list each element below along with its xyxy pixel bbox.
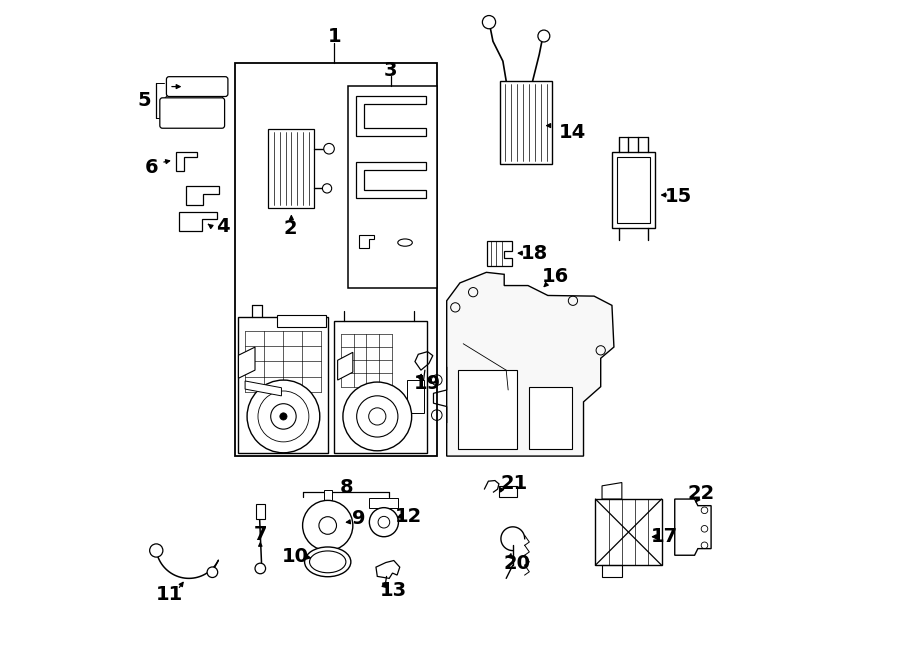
- Circle shape: [324, 143, 334, 154]
- Text: 18: 18: [520, 244, 547, 262]
- FancyBboxPatch shape: [166, 77, 228, 97]
- Text: 20: 20: [503, 554, 530, 572]
- Text: 2: 2: [284, 219, 297, 237]
- Text: 8: 8: [339, 478, 353, 496]
- Text: 1: 1: [328, 27, 341, 46]
- Bar: [500, 81, 553, 164]
- Polygon shape: [675, 499, 711, 555]
- Bar: [334, 321, 427, 453]
- Bar: [347, 86, 436, 288]
- Bar: [458, 370, 518, 449]
- Polygon shape: [446, 272, 614, 456]
- Circle shape: [271, 404, 296, 429]
- Ellipse shape: [304, 547, 351, 576]
- Text: 22: 22: [688, 484, 715, 502]
- Circle shape: [322, 184, 332, 193]
- Circle shape: [538, 30, 550, 42]
- Text: 7: 7: [254, 525, 267, 543]
- Polygon shape: [245, 381, 282, 396]
- Bar: [499, 486, 517, 497]
- Text: 21: 21: [500, 475, 527, 493]
- Bar: [617, 157, 650, 223]
- Circle shape: [319, 517, 337, 534]
- Text: 15: 15: [664, 187, 692, 206]
- Circle shape: [302, 500, 353, 551]
- Text: 12: 12: [395, 508, 422, 526]
- Circle shape: [207, 567, 218, 578]
- Bar: [369, 498, 399, 508]
- Circle shape: [248, 380, 320, 453]
- FancyBboxPatch shape: [160, 98, 225, 128]
- Bar: [268, 129, 314, 208]
- Bar: [235, 63, 436, 456]
- Bar: [596, 499, 662, 565]
- Circle shape: [343, 382, 411, 451]
- Text: 5: 5: [138, 91, 151, 110]
- Circle shape: [369, 408, 386, 425]
- Bar: [612, 152, 655, 228]
- Text: 19: 19: [414, 374, 441, 393]
- Polygon shape: [238, 347, 255, 378]
- Circle shape: [255, 563, 266, 574]
- Text: 10: 10: [282, 547, 309, 566]
- Text: 11: 11: [156, 586, 183, 604]
- Bar: [407, 380, 424, 413]
- Text: 14: 14: [559, 123, 586, 141]
- Text: 16: 16: [542, 267, 570, 286]
- Circle shape: [356, 396, 398, 437]
- Text: 13: 13: [381, 581, 408, 600]
- Circle shape: [149, 544, 163, 557]
- Text: 17: 17: [652, 527, 679, 546]
- Bar: [238, 317, 328, 453]
- Bar: [324, 490, 332, 500]
- Circle shape: [378, 516, 390, 528]
- Ellipse shape: [310, 551, 346, 572]
- Bar: [529, 387, 572, 449]
- Bar: [277, 315, 327, 327]
- Text: 9: 9: [352, 510, 365, 528]
- Polygon shape: [338, 352, 353, 380]
- Text: 4: 4: [216, 217, 230, 235]
- Bar: [256, 504, 265, 519]
- Text: 3: 3: [383, 61, 397, 80]
- Circle shape: [280, 412, 287, 420]
- Circle shape: [482, 15, 496, 28]
- Circle shape: [369, 508, 399, 537]
- Text: 6: 6: [144, 158, 158, 176]
